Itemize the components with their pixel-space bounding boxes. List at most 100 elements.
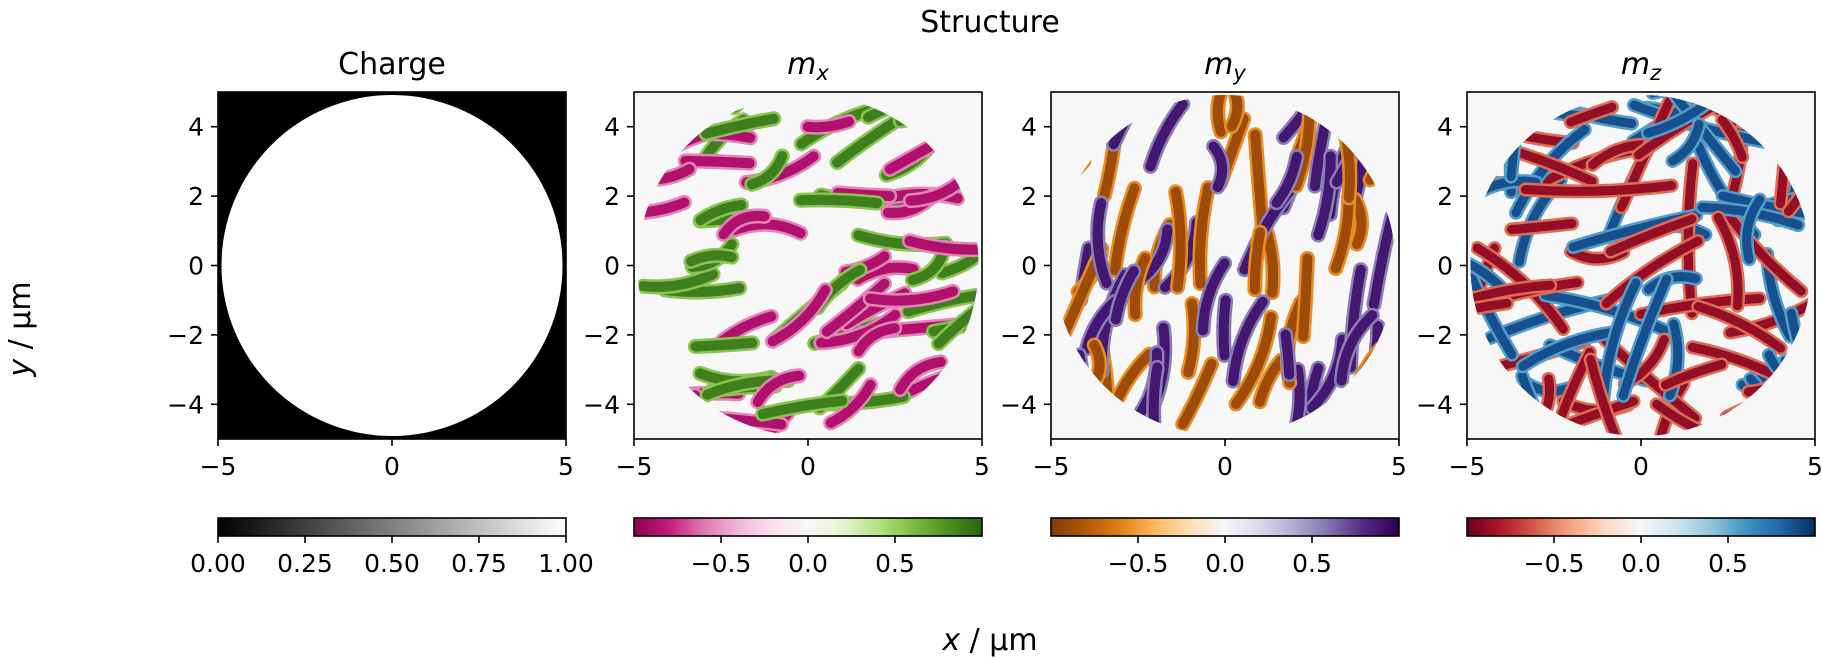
y-tick-label: 0 (1021, 252, 1037, 281)
domain-stripe (904, 236, 979, 255)
domain-stripe (767, 284, 831, 347)
domain-stripe (1194, 182, 1214, 289)
domain-stripe (795, 194, 883, 209)
domain-stripe (1586, 355, 1637, 437)
domain-stripe (1198, 258, 1230, 336)
x-tick-label: 0 (800, 452, 816, 481)
domain-stripe (1518, 327, 1621, 371)
domain-stripe (752, 370, 805, 407)
domain-stripe (853, 323, 900, 357)
domain-stripe (1668, 119, 1704, 166)
domain-stripe (1368, 212, 1396, 310)
y-tick-label: 2 (188, 182, 204, 211)
x-tick-label: 0 (1217, 452, 1233, 481)
panel-title: my (1204, 47, 1246, 85)
colorbar-tick-label: 0.00 (190, 549, 246, 578)
panel-title: mx (787, 47, 829, 85)
heatmap-area (1051, 92, 1399, 439)
x-tick-label: 0 (384, 452, 400, 481)
domain-stripe (730, 219, 806, 239)
domain-stripe (1606, 214, 1697, 257)
domain-stripe (1254, 355, 1286, 407)
y-tick-label: −4 (167, 390, 204, 419)
y-tick-label: −2 (1000, 321, 1037, 350)
y-tick-label: 0 (1437, 252, 1453, 281)
panel-title: mz (1621, 47, 1662, 85)
domain-stripe (1170, 186, 1186, 293)
heatmap-area (218, 92, 566, 439)
y-axis-label: y / µm (3, 281, 38, 377)
heatmap-area (1467, 92, 1815, 439)
colorbar (217, 517, 567, 537)
domain-stripe (1618, 274, 1672, 401)
y-tick-label: −2 (583, 321, 620, 350)
panel-1: mx −5 0 5 4 2 0 −2 −4 −0.5 0.0 0.5 (583, 47, 990, 578)
domain-stripe (1271, 151, 1302, 208)
x-tick-label: −5 (616, 452, 653, 481)
domain-stripe (933, 283, 979, 349)
domain-stripe (701, 113, 779, 139)
domain-stripe (865, 286, 959, 306)
domain-stripe (816, 309, 901, 348)
y-tick-label: −4 (1000, 390, 1037, 419)
y-tick-label: −4 (583, 390, 620, 419)
domain-stripe (1228, 296, 1268, 387)
colorbar-tick-label: −0.5 (691, 549, 752, 578)
domain-stripe (1742, 195, 1765, 264)
domain-stripe (690, 337, 758, 352)
colorbar-tick-label: 0.0 (1205, 549, 1245, 578)
domain-stripe (695, 200, 747, 226)
domain-stripe (1262, 228, 1279, 298)
domain-stripe (802, 116, 854, 133)
domain-stripe (1110, 183, 1140, 276)
heatmap-disk (221, 94, 563, 437)
x-tick-label: 5 (1391, 452, 1407, 481)
y-tick-label: 4 (1021, 113, 1037, 142)
domain-stripe (1282, 364, 1305, 437)
figure-suptitle: Structure (920, 5, 1060, 40)
colorbar-tick-label: −0.5 (1524, 549, 1585, 578)
colorbar-tick-label: −0.5 (1108, 549, 1169, 578)
x-tick-label: 5 (558, 452, 574, 481)
domain-pattern (1470, 94, 1812, 437)
domain-stripe (757, 395, 848, 420)
domain-stripe (1566, 102, 1617, 127)
domain-stripe (1713, 213, 1743, 311)
colorbar-tick-label: 0.75 (451, 549, 507, 578)
domain-stripe (1693, 302, 1786, 353)
domain-stripe (936, 230, 979, 278)
x-tick-label: −5 (1033, 452, 1070, 481)
domain-stripe (1719, 203, 1806, 296)
panel-0: Charge −5 0 5 4 2 0 −2 −4 0.00 0.25 0.50 0.75 1.00 (167, 47, 594, 578)
domain-stripe (1313, 151, 1336, 240)
domain-stripe (1298, 253, 1313, 342)
y-tick-label: 2 (1021, 182, 1037, 211)
domain-stripe (1249, 227, 1266, 295)
x-tick-label: −5 (200, 452, 237, 481)
domain-stripe (1231, 312, 1277, 409)
panel-2: my −5 0 5 4 2 0 −2 −4 −0.5 0.0 0.5 (1000, 47, 1407, 578)
domain-stripe (1350, 194, 1367, 250)
domain-stripe (1520, 181, 1677, 196)
y-tick-label: 0 (604, 252, 620, 281)
colorbar-tick-label: 0.0 (788, 549, 828, 578)
domain-stripe (1212, 94, 1229, 137)
x-tick-label: −5 (1449, 452, 1486, 481)
domain-stripe (1601, 236, 1703, 308)
colorbar-tick-label: 0.5 (1708, 549, 1748, 578)
y-tick-label: 2 (604, 182, 620, 211)
domain-stripe (680, 155, 755, 169)
domain-stripe (1177, 358, 1217, 430)
domain-stripe (1218, 295, 1231, 361)
y-tick-label: 4 (604, 113, 620, 142)
y-tick-label: −4 (1416, 390, 1453, 419)
domain-stripe (1599, 278, 1641, 403)
domain-stripe (1145, 99, 1188, 172)
domain-stripe (1110, 266, 1139, 325)
colorbar-tick-label: 0.5 (1292, 549, 1332, 578)
domain-stripe (1336, 310, 1378, 386)
x-tick-label: 5 (974, 452, 990, 481)
panel-title: Charge (338, 47, 446, 82)
domain-stripe (637, 269, 718, 292)
